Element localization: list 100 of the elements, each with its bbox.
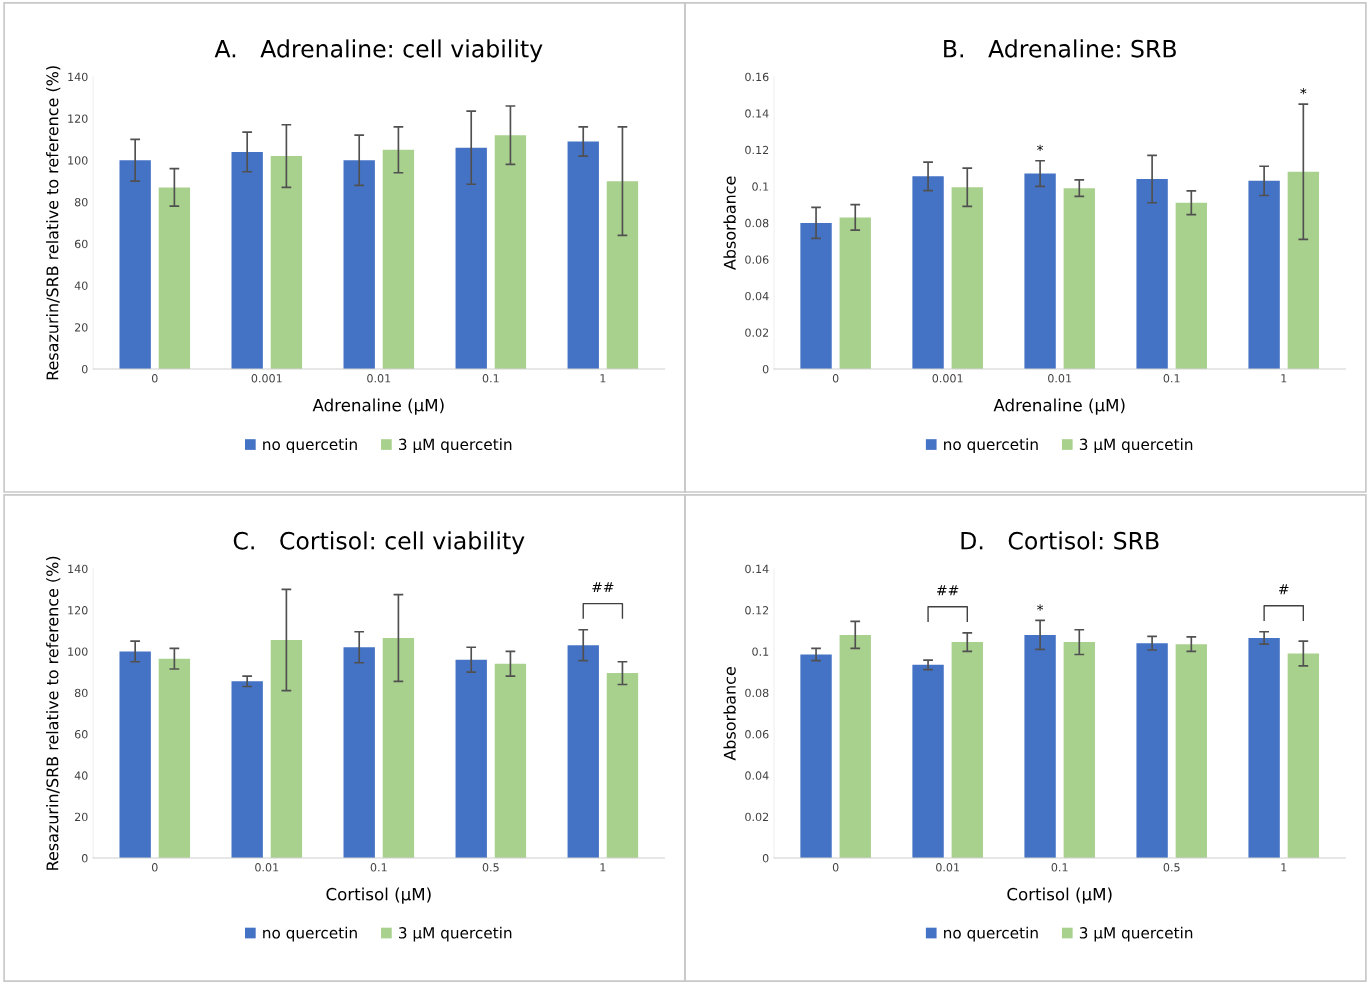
x-tick-label: 0.001 [251,374,282,383]
x-tick-label: 0.01 [936,863,960,872]
y-tick-label: 0.12 [745,606,769,615]
y-tick-label: 0.1 [752,647,769,656]
bar [839,217,871,369]
x-tick-label: 0.1 [482,374,499,383]
x-tick-label: 0.01 [367,374,391,383]
y-tick-label: 80 [74,688,88,698]
bar [912,176,944,369]
x-tick-label: 0 [832,863,839,872]
y-tick-label: 40 [74,281,88,290]
x-tick-label: 1 [1281,863,1287,872]
bar [158,658,191,859]
y-tick-label: 0.16 [745,72,769,82]
bar [1287,653,1320,859]
legend-label: no quercetin [944,438,1038,454]
y-tick-label: 0.02 [745,328,769,337]
legend-label: 3 µM quercetin [399,438,512,454]
chart-title: C. Cortisol: cell viability [233,531,525,555]
y-axis-title: Absorbance [723,176,736,270]
chart-title: D. Cortisol: SRB [961,531,1159,550]
y-tick-label: 0 [762,854,769,863]
bar [912,664,944,859]
annotation: * [1037,144,1044,151]
annotation: * [1037,604,1044,611]
bar [1063,188,1095,369]
bar [455,147,487,369]
bar [270,156,303,369]
x-axis-title: Adrenaline (µM) [312,398,444,415]
bar [567,645,599,859]
y-tick-label: 120 [68,114,88,123]
x-tick-label: 0.1 [1051,863,1068,872]
bar [1063,642,1095,859]
annotation: * [1300,88,1307,95]
x-tick-label: 0 [151,374,158,383]
bar [494,663,527,859]
x-tick-label: 0.5 [482,863,499,872]
bar [382,149,415,369]
bar [800,222,832,369]
y-axis-title: Resazurin/SRB relative to reference (%) [46,556,61,870]
y-tick-label: 0.14 [745,109,769,118]
bar [382,637,415,859]
bar [343,160,375,369]
y-tick-label: 0.14 [745,564,769,574]
y-tick-label: 0.08 [745,218,769,228]
annotation: ## [937,585,959,596]
y-axis-title: Absorbance [723,667,736,761]
bar [800,654,832,859]
bar [606,673,639,859]
y-tick-label: 100 [68,647,88,656]
bar [567,141,599,369]
x-tick-label: 0 [151,863,158,872]
y-tick-label: 120 [68,606,88,615]
x-axis-title: Cortisol (µM) [1007,887,1112,904]
bar [270,640,303,859]
x-axis-title: Adrenaline (µM) [993,398,1125,415]
y-tick-label: 0.12 [745,145,769,155]
x-tick-label: 0 [832,374,839,383]
x-tick-label: 0.001 [932,374,963,383]
legend-label: 3 µM quercetin [399,926,512,942]
x-tick-label: 0.01 [255,863,279,872]
bar [1248,637,1280,859]
y-tick-label: 0.02 [745,812,769,822]
x-tick-label: 1 [600,374,606,383]
y-tick-label: 140 [68,564,88,574]
x-tick-label: 0.1 [1163,374,1180,383]
bar [1175,644,1207,859]
bar [951,187,983,369]
bar [1024,634,1056,859]
bar [606,181,639,369]
y-tick-label: 0.06 [745,730,769,739]
bar [343,647,375,859]
bar [455,659,487,859]
y-tick-label: 0 [81,854,88,863]
x-tick-label: 1 [1281,374,1287,383]
bar [119,160,151,369]
x-tick-label: 1 [600,863,606,872]
legend-label: no quercetin [263,926,357,942]
bar [231,681,263,859]
bar [231,151,263,369]
bar [158,187,191,369]
y-tick-label: 0 [762,364,769,374]
y-tick-label: 140 [68,72,88,82]
y-tick-label: 20 [74,323,88,332]
bar [951,642,983,859]
legend-label: no quercetin [944,926,1038,942]
y-axis-title: Resazurin/SRB relative to reference (%) [46,66,61,380]
y-tick-label: 0.04 [745,291,769,301]
x-axis-title: Cortisol (µM) [326,887,431,904]
chart-title: B. Adrenaline: SRB [944,39,1176,58]
chart-title: A. Adrenaline: cell viability [214,39,543,63]
y-tick-label: 100 [68,156,88,165]
legend-label: 3 µM quercetin [1079,438,1193,454]
y-tick-label: 40 [74,771,88,780]
legend-label: no quercetin [263,438,357,454]
bar [1136,643,1168,859]
y-tick-label: 60 [74,239,88,249]
bar [1024,173,1056,369]
y-tick-label: 20 [74,812,88,822]
bar [1287,171,1320,369]
